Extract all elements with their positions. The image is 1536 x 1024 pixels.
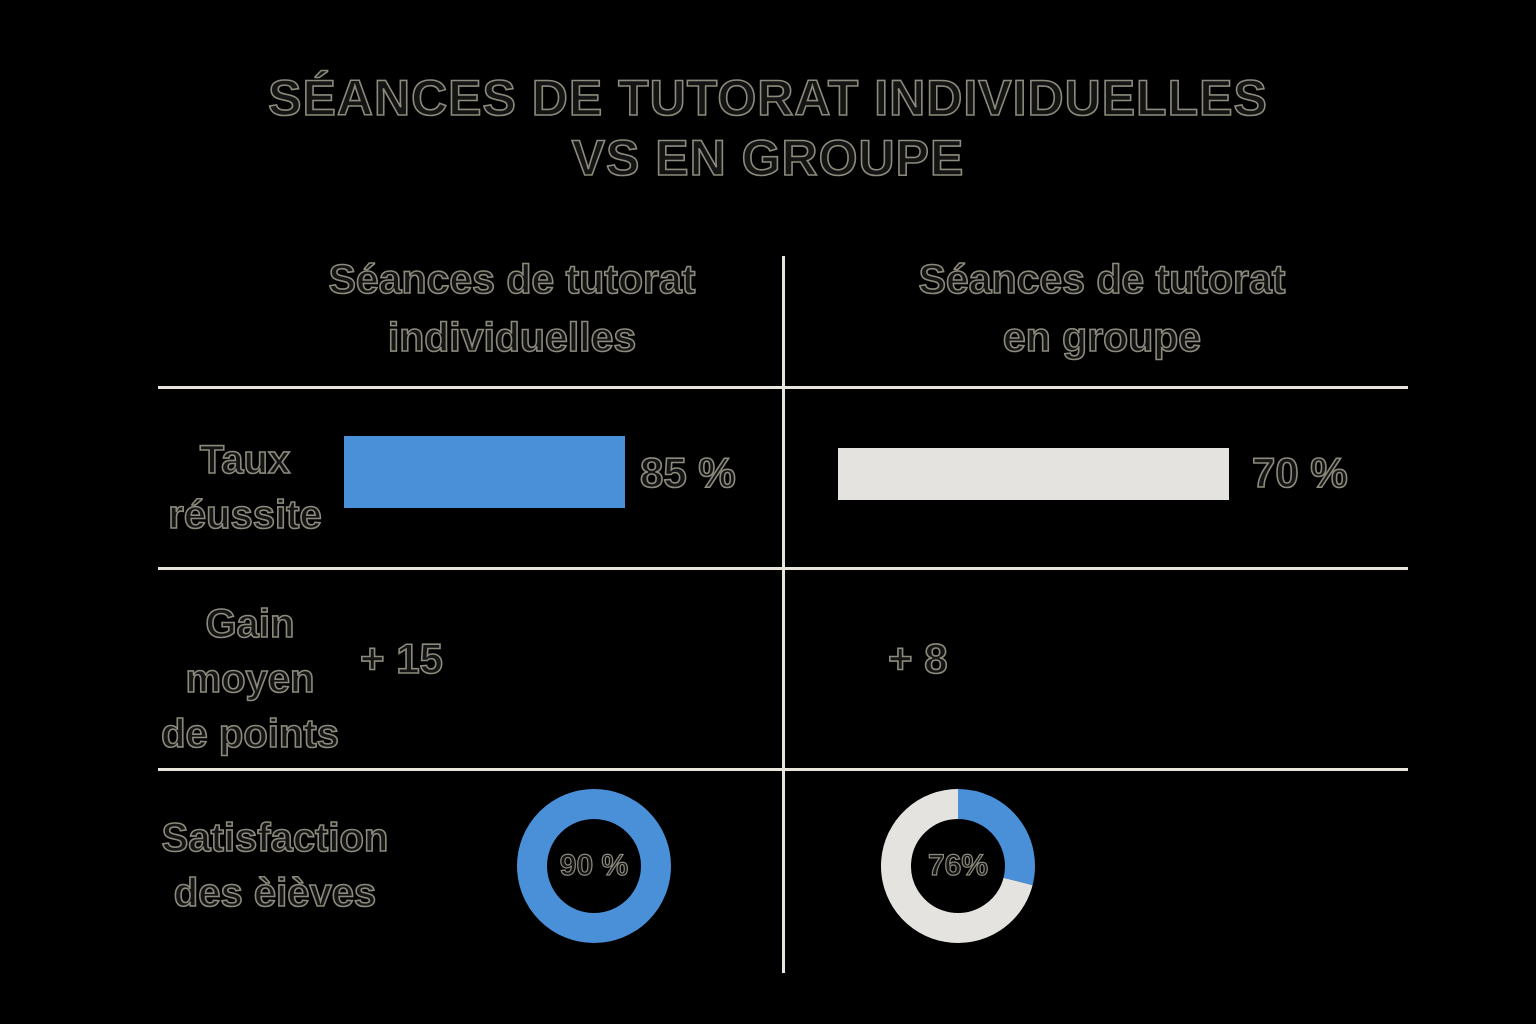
column-header-group-line-1: Séances de tutorat xyxy=(918,255,1286,303)
column-header-individual: Séances de tutorat individuelles xyxy=(262,250,762,366)
chart-title-line-1: SÉANCES DE TUTORAT INDIVIDUELLES xyxy=(267,69,1268,127)
success-bar-group-fill xyxy=(838,448,1229,500)
row-label-points-gain-line-1: Gain xyxy=(205,601,296,647)
success-value-individual: 85 % xyxy=(639,448,736,497)
column-header-group: Séances de tutorat en groupe xyxy=(852,250,1352,366)
row-divider-2 xyxy=(158,768,1408,771)
success-bar-group xyxy=(838,448,1396,500)
satisfaction-value-individual: 90 % xyxy=(559,848,629,882)
success-bar-individual xyxy=(344,436,674,508)
row-label-satisfaction: Satisfaction des èièves xyxy=(140,811,410,921)
satisfaction-donut-group-value-arc xyxy=(957,789,1035,886)
row-label-satisfaction-line-1: Satisfaction xyxy=(161,815,389,861)
gain-value-group: + 8 xyxy=(887,634,948,683)
row-label-points-gain-line-2: moyen xyxy=(185,656,316,702)
row-label-satisfaction-line-2: des èièves xyxy=(173,870,377,916)
column-divider xyxy=(782,256,785,973)
header-divider xyxy=(158,386,1408,389)
row-label-success-rate-line-1: Taux xyxy=(199,437,291,483)
row-label-success-rate: Taux réussite xyxy=(140,433,350,543)
satisfaction-donut-individual-value-arc xyxy=(517,789,671,943)
row-label-success-rate-line-2: réussite xyxy=(167,492,322,538)
satisfaction-value-group: 76% xyxy=(927,848,989,882)
column-header-group-line-2: en groupe xyxy=(1002,313,1202,361)
column-header-individual-line-1: Séances de tutorat xyxy=(328,255,696,303)
satisfaction-donut-individual xyxy=(517,789,671,943)
gain-value-individual: + 15 xyxy=(359,634,444,683)
row-label-points-gain: Gain moyen de points xyxy=(140,597,360,762)
satisfaction-donut-group xyxy=(881,789,1035,943)
chart-title-line-2: VS EN GROUPE xyxy=(571,129,965,187)
satisfaction-donut-group-remainder-arc xyxy=(881,789,1033,943)
success-value-group: 70 % xyxy=(1251,448,1348,497)
row-divider-1 xyxy=(158,567,1408,570)
column-header-individual-line-2: individuelles xyxy=(387,313,637,361)
row-label-points-gain-line-3: de points xyxy=(160,711,339,757)
success-bar-individual-fill xyxy=(344,436,625,508)
chart-title: SÉANCES DE TUTORAT INDIVIDUELLES VS EN G… xyxy=(0,68,1536,188)
